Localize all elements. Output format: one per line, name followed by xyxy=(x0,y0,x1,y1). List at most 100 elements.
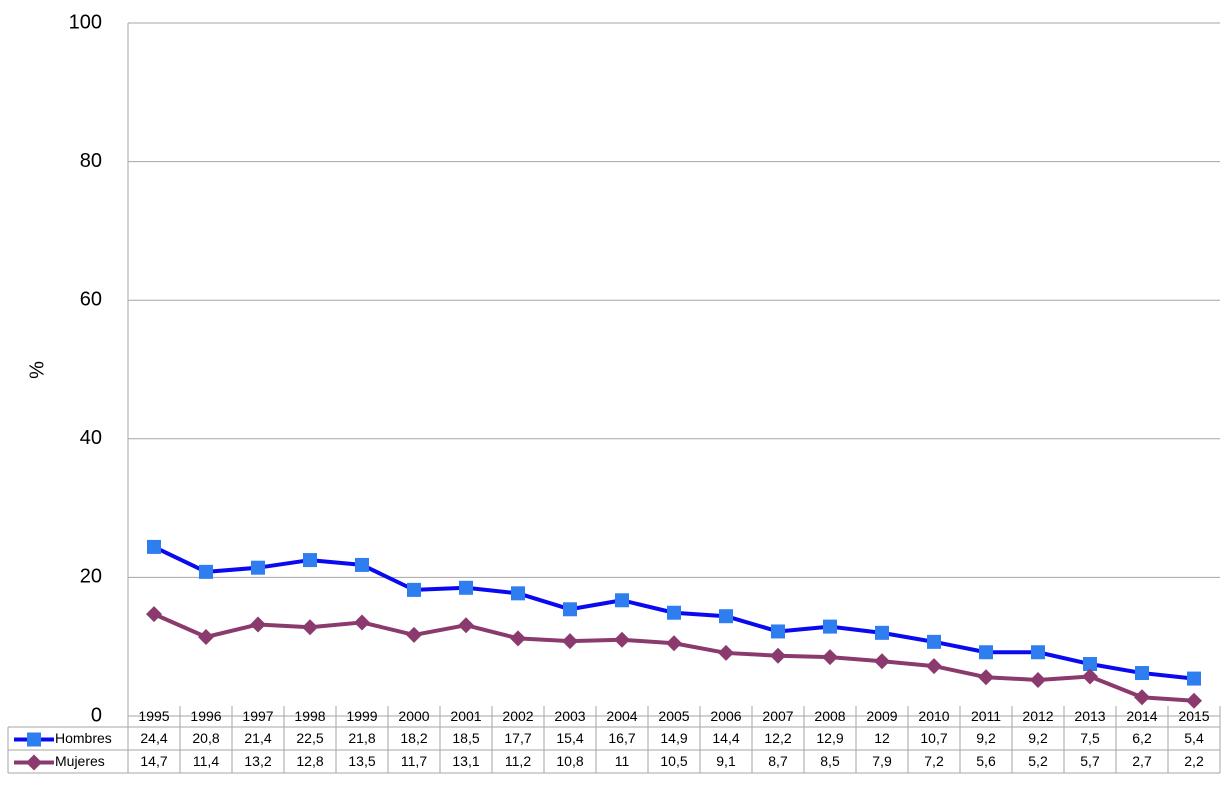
x-tick-label: 2011 xyxy=(971,708,1001,724)
marker xyxy=(251,560,265,575)
table-value: 13,2 xyxy=(244,753,271,769)
table-value: 5,7 xyxy=(1080,753,1100,769)
marker xyxy=(978,669,994,686)
x-tick-label: 1997 xyxy=(242,708,273,724)
table-value: 8,5 xyxy=(820,753,840,769)
marker xyxy=(1083,657,1097,672)
table-value: 7,2 xyxy=(924,753,944,769)
marker xyxy=(510,630,526,647)
marker xyxy=(1134,689,1150,706)
table-value: 14,4 xyxy=(712,730,739,746)
table-value: 10,8 xyxy=(556,753,583,769)
table-value: 10,5 xyxy=(660,753,687,769)
table-value: 15,4 xyxy=(556,730,583,746)
table-value: 2,2 xyxy=(1184,753,1204,769)
marker xyxy=(1135,666,1149,681)
y-tick-label: 80 xyxy=(80,150,102,172)
y-tick-label: 20 xyxy=(80,566,102,588)
marker xyxy=(27,732,41,747)
marker xyxy=(666,635,682,652)
table-value: 20,8 xyxy=(192,730,219,746)
x-tick-label: 1995 xyxy=(138,708,169,724)
legend-label: Hombres xyxy=(55,730,112,746)
table-value: 7,9 xyxy=(872,753,892,769)
marker xyxy=(26,754,42,771)
table-value: 11,4 xyxy=(193,753,219,769)
table-value: 9,2 xyxy=(976,730,996,746)
marker xyxy=(198,628,214,645)
x-tick-label: 1996 xyxy=(190,708,221,724)
marker xyxy=(874,653,890,670)
x-tick-label: 2012 xyxy=(1022,708,1053,724)
table-value: 7,5 xyxy=(1080,730,1100,746)
table-value: 5,6 xyxy=(976,753,996,769)
table-value: 18,2 xyxy=(400,730,427,746)
y-tick-label: 40 xyxy=(80,427,102,449)
table-value: 16,7 xyxy=(608,730,635,746)
table-value: 14,7 xyxy=(140,753,167,769)
table-value: 17,7 xyxy=(504,730,531,746)
table-value: 9,1 xyxy=(716,753,736,769)
marker xyxy=(771,624,785,639)
marker xyxy=(822,649,838,666)
table-value: 12,9 xyxy=(816,730,843,746)
y-tick-label: 100 xyxy=(69,11,102,33)
marker xyxy=(406,626,422,643)
x-tick-label: 2009 xyxy=(866,708,897,724)
table-value: 14,9 xyxy=(660,730,687,746)
marker xyxy=(1187,671,1201,686)
table-value: 12,8 xyxy=(296,753,323,769)
marker xyxy=(199,564,213,579)
x-tick-label: 2010 xyxy=(918,708,949,724)
table-value: 13,5 xyxy=(348,753,375,769)
table-value: 10,7 xyxy=(920,730,947,746)
marker xyxy=(615,593,629,608)
table-value: 5,2 xyxy=(1028,753,1048,769)
x-tick-label: 2000 xyxy=(398,708,429,724)
marker xyxy=(407,582,421,597)
marker xyxy=(146,606,162,623)
table-value: 6,2 xyxy=(1132,730,1152,746)
table-value: 2,7 xyxy=(1132,753,1152,769)
legend-label: Mujeres xyxy=(55,753,105,769)
marker xyxy=(354,614,370,631)
x-tick-label: 2015 xyxy=(1178,708,1209,724)
x-tick-label: 2001 xyxy=(450,708,481,724)
x-tick-label: 1998 xyxy=(294,708,325,724)
table-value: 11,2 xyxy=(505,753,531,769)
table-value: 13,1 xyxy=(452,753,479,769)
marker xyxy=(667,605,681,620)
marker xyxy=(563,602,577,617)
marker xyxy=(1186,692,1202,709)
marker xyxy=(770,647,786,664)
marker xyxy=(303,553,317,568)
table-value: 12 xyxy=(874,730,890,746)
x-tick-label: 2007 xyxy=(762,708,793,724)
x-tick-label: 2013 xyxy=(1074,708,1105,724)
marker xyxy=(562,633,578,650)
marker xyxy=(1031,645,1045,660)
table-value: 11,7 xyxy=(401,753,427,769)
table-value: 11 xyxy=(615,753,630,769)
marker xyxy=(147,539,161,554)
x-tick-label: 2005 xyxy=(658,708,689,724)
table-value: 24,4 xyxy=(140,730,167,746)
table-value: 22,5 xyxy=(296,730,323,746)
x-tick-label: 2002 xyxy=(502,708,533,724)
y-tick-label: 0 xyxy=(91,704,102,726)
marker xyxy=(823,619,837,634)
x-tick-label: 2004 xyxy=(606,708,637,724)
marker xyxy=(1030,671,1046,688)
marker xyxy=(979,645,993,660)
x-tick-label: 1999 xyxy=(346,708,377,724)
x-tick-label: 2003 xyxy=(554,708,585,724)
y-tick-label: 60 xyxy=(80,288,102,310)
marker xyxy=(875,625,889,640)
marker xyxy=(614,631,630,648)
table-value: 12,2 xyxy=(764,730,791,746)
marker xyxy=(511,586,525,601)
table-value: 5,4 xyxy=(1184,730,1204,746)
marker xyxy=(250,616,266,633)
table-value: 18,5 xyxy=(452,730,479,746)
